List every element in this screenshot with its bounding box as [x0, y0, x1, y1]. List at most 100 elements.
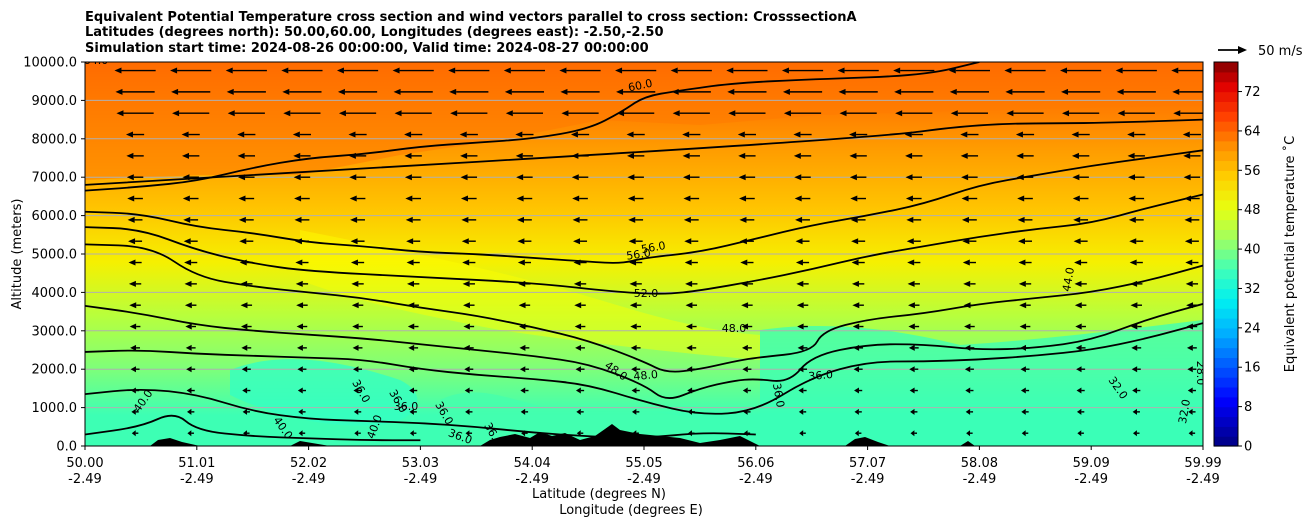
- colorbar-band: [1214, 170, 1238, 181]
- wind-vector: [115, 88, 155, 95]
- wind-vector: [1075, 323, 1086, 330]
- wind-vector: [627, 195, 644, 202]
- contour-line: [85, 303, 1203, 399]
- wind-vector: [406, 238, 421, 245]
- wind-vector: [796, 280, 809, 287]
- wind-vector: [1072, 174, 1089, 181]
- wind-vector: [127, 216, 143, 223]
- wind-vector: [520, 387, 529, 394]
- wind-vector: [1020, 387, 1030, 394]
- x-axis-label-latitude: Latitude (degrees N): [532, 487, 666, 502]
- wind-vector: [683, 174, 700, 181]
- wind-vector: [908, 302, 920, 309]
- contour-line: [85, 149, 1203, 264]
- wind-vector: [740, 259, 754, 266]
- colorbar-band: [1214, 140, 1238, 152]
- wind-vector: [672, 110, 710, 117]
- wind-vector: [283, 110, 321, 117]
- colorbar-band: [1214, 81, 1238, 93]
- colorbar-tick-label: 0: [1244, 440, 1252, 455]
- wind-vector: [520, 408, 529, 415]
- wind-vector: [409, 387, 418, 394]
- wind-vector: [295, 280, 309, 287]
- wind-vector: [185, 344, 196, 351]
- wind-vector: [129, 302, 141, 309]
- colorbar-band: [1214, 101, 1238, 112]
- wind-vector: [182, 195, 199, 202]
- colorbar-band: [1214, 288, 1238, 299]
- wind-vector: [337, 88, 378, 95]
- colorbar-band: [1214, 367, 1238, 378]
- wind-vector: [336, 67, 379, 74]
- wind-vector: [1017, 195, 1033, 202]
- wind-vector: [1129, 238, 1144, 245]
- y-tick-label: 7000.0: [32, 171, 78, 186]
- colorbar-band: [1214, 219, 1238, 230]
- grid-lines: [85, 99, 1203, 409]
- wind-vector: [905, 195, 922, 202]
- wind-vector: [298, 430, 306, 437]
- wind-vector: [1018, 259, 1032, 266]
- wind-vector: [908, 323, 920, 330]
- wind-vector: [518, 302, 531, 309]
- wind-vector: [849, 152, 867, 159]
- wind-vector: [240, 323, 252, 330]
- wind-vector: [838, 88, 878, 95]
- wind-vector: [516, 195, 533, 202]
- wind-vector: [242, 387, 251, 394]
- wind-vector: [1184, 216, 1200, 223]
- colorbar-band: [1214, 268, 1238, 280]
- wind-vector: [349, 174, 366, 181]
- wind-vector: [1071, 152, 1090, 159]
- x-tick-label-lon: -2.49: [404, 472, 438, 487]
- wind-vector: [615, 67, 657, 74]
- wind-vector: [628, 238, 643, 245]
- y-tick-label: 9000.0: [32, 94, 78, 109]
- wind-vector: [574, 323, 586, 330]
- colorbar-band: [1214, 416, 1238, 427]
- wind-vector: [960, 152, 979, 159]
- wind-vector: [226, 88, 266, 95]
- wind-vector: [1071, 131, 1090, 138]
- quiver-key: 50 m/s: [1218, 44, 1303, 59]
- quiver-key-label: 50 m/s: [1258, 44, 1303, 59]
- wind-vector: [182, 152, 200, 159]
- y-axis: 0.0 1000.0 2000.0 3000.0 4000.0 5000.0 6000.0 7…: [23, 56, 85, 455]
- wind-vector: [1015, 131, 1035, 138]
- wind-vector: [460, 152, 478, 159]
- wind-vector: [906, 238, 921, 245]
- wind-vector: [685, 323, 697, 330]
- wind-vector: [910, 408, 918, 415]
- wind-vector: [1183, 152, 1201, 159]
- contour-lines: [85, 62, 1203, 442]
- wind-vector: [794, 195, 811, 202]
- wind-vector: [906, 216, 922, 223]
- wind-vector: [575, 387, 585, 394]
- wind-vector: [129, 323, 141, 330]
- wind-vector: [171, 88, 211, 95]
- wind-vector: [404, 152, 422, 159]
- wind-vector: [907, 280, 920, 287]
- wind-vector: [850, 195, 866, 202]
- wind-vector: [170, 67, 212, 74]
- contour-label: 36.0: [808, 368, 834, 383]
- wind-vector: [964, 366, 974, 373]
- wind-vector: [187, 408, 195, 415]
- x-axis: 50.00-2.4951.01-2.4952.02-2.4953.03-2.49…: [66, 446, 1222, 487]
- wind-vector: [348, 131, 367, 138]
- wind-vector: [738, 152, 756, 159]
- x-tick-label-lon: -2.49: [1074, 472, 1108, 487]
- colorbar-band: [1214, 229, 1238, 240]
- colorbar-band: [1214, 278, 1238, 290]
- wind-vector: [839, 110, 877, 117]
- chart-title-line-2: Latitudes (degrees north): 50.00,60.00, …: [85, 25, 664, 40]
- wind-vector: [185, 323, 197, 330]
- wind-vector: [616, 88, 656, 95]
- wind-vector: [737, 131, 756, 138]
- wind-vector: [409, 430, 417, 437]
- wind-vector: [893, 67, 935, 74]
- wind-vector: [240, 302, 253, 309]
- wind-vector: [559, 67, 601, 74]
- wind-vector: [503, 67, 546, 74]
